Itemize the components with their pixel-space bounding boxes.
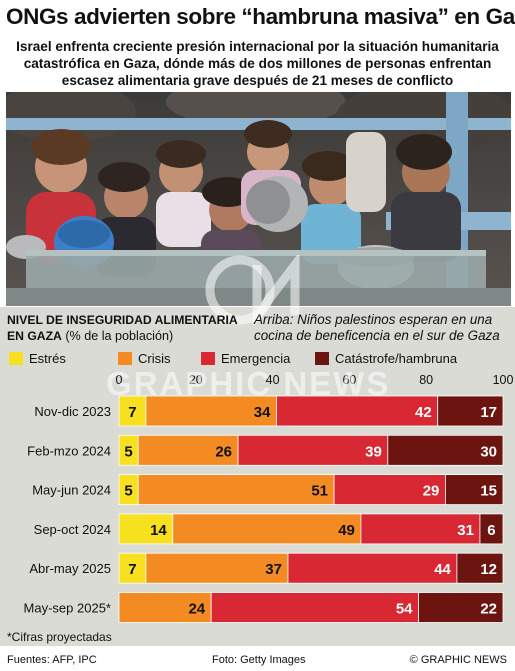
data-label: 14 <box>150 522 167 539</box>
legend-swatch <box>315 351 329 365</box>
bar-segment <box>118 592 212 623</box>
bar-segment <box>360 513 481 545</box>
chart-title-bold: Nivel de Inseguridad Alimentaria en Gaza <box>7 313 238 343</box>
footnote: *Cifras proyectadas <box>7 630 112 644</box>
x-tick-label: 40 <box>266 373 280 387</box>
data-label: 44 <box>434 561 451 578</box>
bar-segment <box>172 513 362 545</box>
x-tick-label: 20 <box>189 373 203 387</box>
category-label: May-jun 2024 <box>32 483 111 498</box>
legend-swatch <box>201 351 215 365</box>
category-label: Feb-mzo 2024 <box>27 443 111 458</box>
data-label: 22 <box>480 601 497 618</box>
category-label: Sep-oct 2024 <box>34 522 111 537</box>
data-label: 5 <box>124 483 132 500</box>
sources: Fuentes: AFP, IPC <box>7 654 97 666</box>
bar-segment <box>137 474 335 505</box>
bar-segment <box>118 513 174 545</box>
chart-title: Nivel de Inseguridad Alimentaria en Gaza… <box>7 312 252 344</box>
data-label: 5 <box>124 443 132 460</box>
footer: Fuentes: AFP, IPC Foto: Getty Images © G… <box>0 648 515 671</box>
data-label: 49 <box>338 522 355 539</box>
data-label: 26 <box>215 443 232 460</box>
bar-segment <box>287 552 458 584</box>
bar-segment <box>456 552 504 584</box>
bar-segment <box>118 552 147 584</box>
legend-label: Crisis <box>138 350 171 366</box>
data-label: 54 <box>396 601 413 618</box>
chart-title-unit: (% de la población) <box>61 329 174 343</box>
data-label: 15 <box>480 483 497 500</box>
bar-segment <box>145 552 289 584</box>
bar-segment <box>333 474 446 505</box>
bar-segment <box>210 592 419 623</box>
x-tick-label: 60 <box>342 373 356 387</box>
legend-swatch <box>9 351 23 365</box>
data-label: 24 <box>188 601 205 618</box>
legend-label: Catástrofe/hambruna <box>335 350 458 366</box>
legend-item-emergencia: Emergencia <box>201 350 290 366</box>
data-label: 39 <box>365 443 382 460</box>
data-label: 6 <box>487 522 495 539</box>
data-label: 29 <box>423 483 440 500</box>
legend-swatch <box>118 351 132 365</box>
legend-label: Estrés <box>29 350 66 366</box>
legend-label: Emergencia <box>221 350 291 366</box>
data-label: 51 <box>311 483 328 500</box>
legend-item-crisis: Crisis <box>118 350 171 366</box>
data-label: 12 <box>480 561 497 578</box>
headline: ONGs advierten sobre “hambruna masiva” e… <box>6 4 515 29</box>
photo-caption: Arriba: Niños palestinos esperan en una … <box>254 312 500 343</box>
data-label: 7 <box>128 561 136 578</box>
category-label: Nov-dic 2023 <box>34 404 111 419</box>
bar-segment <box>444 474 504 505</box>
bar-segment <box>418 592 504 623</box>
legend-item-catastrofe: Catástrofe/hambruna <box>315 350 457 366</box>
data-label: 17 <box>480 404 497 421</box>
bar-segment <box>437 395 504 427</box>
category-label: Abr-may 2025 <box>29 561 111 576</box>
bar-segment <box>387 434 504 466</box>
bar-segment <box>145 395 277 427</box>
copyright: © GRAPHIC NEWS <box>409 654 507 666</box>
category-label: May-sep 2025* <box>24 601 111 616</box>
x-tick-label: 80 <box>419 373 433 387</box>
bar-segment <box>276 395 439 427</box>
photo-children-soup-kitchen <box>6 92 511 306</box>
data-label: 31 <box>457 522 474 539</box>
data-label: 42 <box>415 404 432 421</box>
data-label: 37 <box>265 561 282 578</box>
legend-item-estres: Estrés <box>9 350 66 366</box>
subhead: Israel enfrenta creciente presión intern… <box>16 39 499 88</box>
data-label: 30 <box>480 443 497 460</box>
data-label: 34 <box>254 404 271 421</box>
x-tick-label: 100 <box>493 373 514 387</box>
data-label: 7 <box>128 404 136 421</box>
x-tick-label: 0 <box>116 373 123 387</box>
stacked-bar-chart: 0 20 40 60 80 100 Nov-dic 2023 7 34 42 17 Feb-mzo 2… <box>24 373 514 623</box>
bar-segment <box>479 513 504 545</box>
photo-credit: Foto: Getty Images <box>212 654 306 666</box>
bar-segment <box>137 434 239 466</box>
